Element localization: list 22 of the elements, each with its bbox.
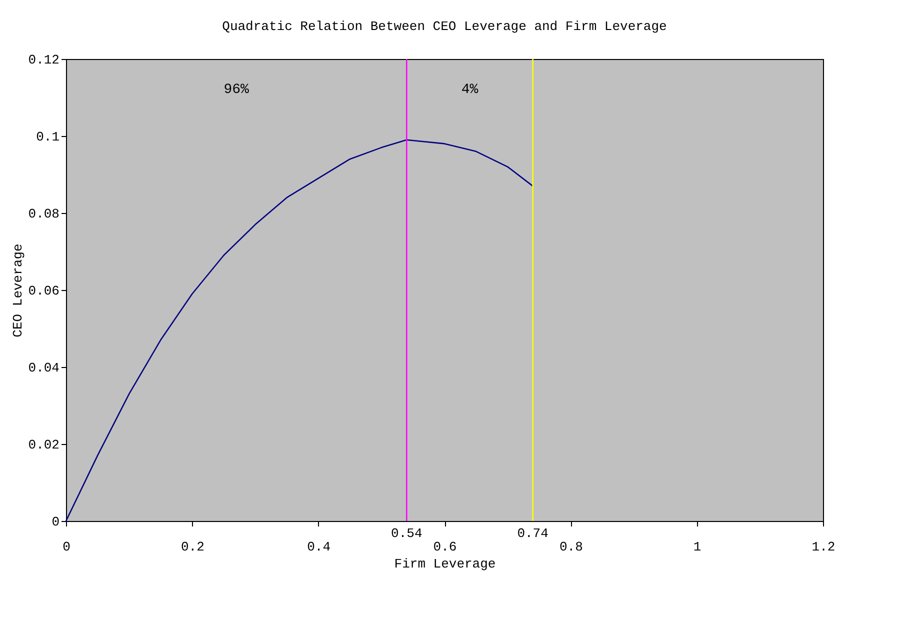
chart-title: Quadratic Relation Between CEO Leverage and Firm Leverage	[222, 19, 667, 34]
ref-line-label: 0.74	[517, 526, 549, 541]
x-tick-label: 0	[62, 540, 70, 554]
x-tick-label: 0.4	[307, 540, 331, 554]
y-axis-title: CEO Leverage	[10, 244, 26, 338]
y-tick-label: 0.04	[28, 360, 60, 376]
x-tick-label: 0.6	[433, 540, 457, 554]
y-tick-label: 0.08	[28, 206, 60, 222]
y-tick-label: 0	[52, 514, 60, 530]
line-series	[65, 139, 534, 522]
x-axis-title: Firm Leverage	[394, 556, 496, 572]
annotation: 4%	[461, 82, 479, 98]
annotation: 96%	[224, 82, 250, 98]
x-tick-label: 1.2	[812, 540, 836, 554]
x-tick-label: 1	[693, 540, 702, 554]
x-tick-label: 0.2	[180, 540, 204, 554]
y-tick-label: 0.1	[36, 130, 60, 144]
y-tick-label: 0.02	[28, 438, 60, 452]
ref-line-label: 0.54	[391, 526, 422, 541]
x-tick-label: 0.8	[559, 540, 583, 554]
y-tick-label: 0.06	[28, 284, 60, 298]
y-tick-label: 0.12	[28, 52, 60, 68]
